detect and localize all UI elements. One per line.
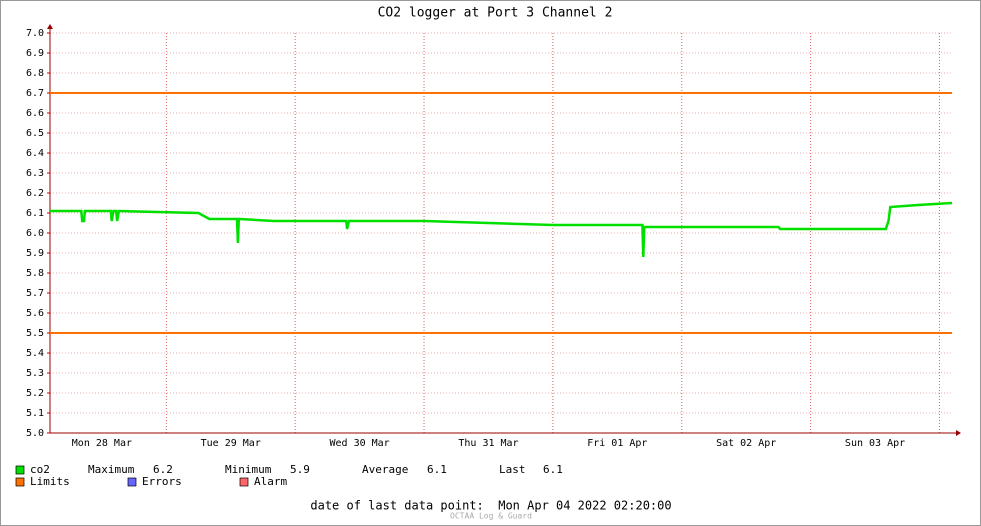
footer: date of last data point: Mon Apr 04 2022… [310, 499, 671, 513]
y-tick-label: 6.9 [26, 48, 44, 59]
stat-value: 6.2 [153, 463, 173, 476]
y-arrow [47, 24, 53, 29]
x-tick-label: Thu 31 Mar [458, 438, 518, 449]
x-tick-label: Wed 30 Mar [330, 438, 390, 449]
y-tick-label: 6.6 [26, 108, 44, 119]
y-tick-label: 6.7 [26, 88, 44, 99]
y-tick-label: 5.2 [26, 388, 44, 399]
y-tick-label: 5.7 [26, 288, 44, 299]
y-tick-label: 6.5 [26, 128, 44, 139]
legend-swatch [239, 477, 249, 487]
y-tick-label: 5.0 [26, 428, 44, 439]
y-tick-label: 7.0 [26, 28, 44, 39]
y-tick-label: 5.3 [26, 368, 44, 379]
stat-label: Last [499, 463, 526, 476]
y-tick-label: 5.4 [26, 348, 44, 359]
y-tick-label: 5.8 [26, 268, 44, 279]
y-tick-label: 6.0 [26, 228, 44, 239]
y-tick-label: 5.1 [26, 408, 44, 419]
y-tick-label: 5.9 [26, 248, 44, 259]
stat-value: 5.9 [290, 463, 310, 476]
stat-value: 6.1 [427, 463, 447, 476]
x-arrow [956, 430, 961, 436]
legend-swatch [15, 477, 25, 487]
y-tick-label: 6.1 [26, 208, 44, 219]
chart-title: CO2 logger at Port 3 Channel 2 [378, 6, 613, 21]
legend-swatch [127, 477, 137, 487]
stat-label: Maximum [88, 463, 135, 476]
legend-swatch [15, 465, 25, 475]
legend-label: Limits [30, 475, 70, 488]
legend-label: Errors [142, 475, 182, 488]
stat-label: Average [362, 463, 408, 476]
legend-label: Alarm [254, 475, 287, 488]
stat-value: 6.1 [543, 463, 563, 476]
y-tick-label: 6.2 [26, 188, 44, 199]
y-tick-label: 6.8 [26, 68, 44, 79]
y-tick-label: 6.3 [26, 168, 44, 179]
data-line [50, 201, 953, 258]
x-tick-label: Sat 02 Apr [716, 438, 776, 449]
watermark: OCTAA Log & Guard [450, 512, 532, 521]
x-tick-label: Fri 01 Apr [587, 438, 647, 449]
x-tick-label: Tue 29 Mar [201, 438, 261, 449]
y-tick-label: 6.4 [26, 148, 44, 159]
x-tick-label: Sun 03 Apr [845, 438, 905, 449]
y-tick-label: 5.5 [26, 328, 44, 339]
y-tick-label: 5.6 [26, 308, 44, 319]
x-tick-label: Mon 28 Mar [72, 438, 132, 449]
legend-label: co2 [30, 463, 50, 476]
stat-label: Minimum [225, 463, 272, 476]
